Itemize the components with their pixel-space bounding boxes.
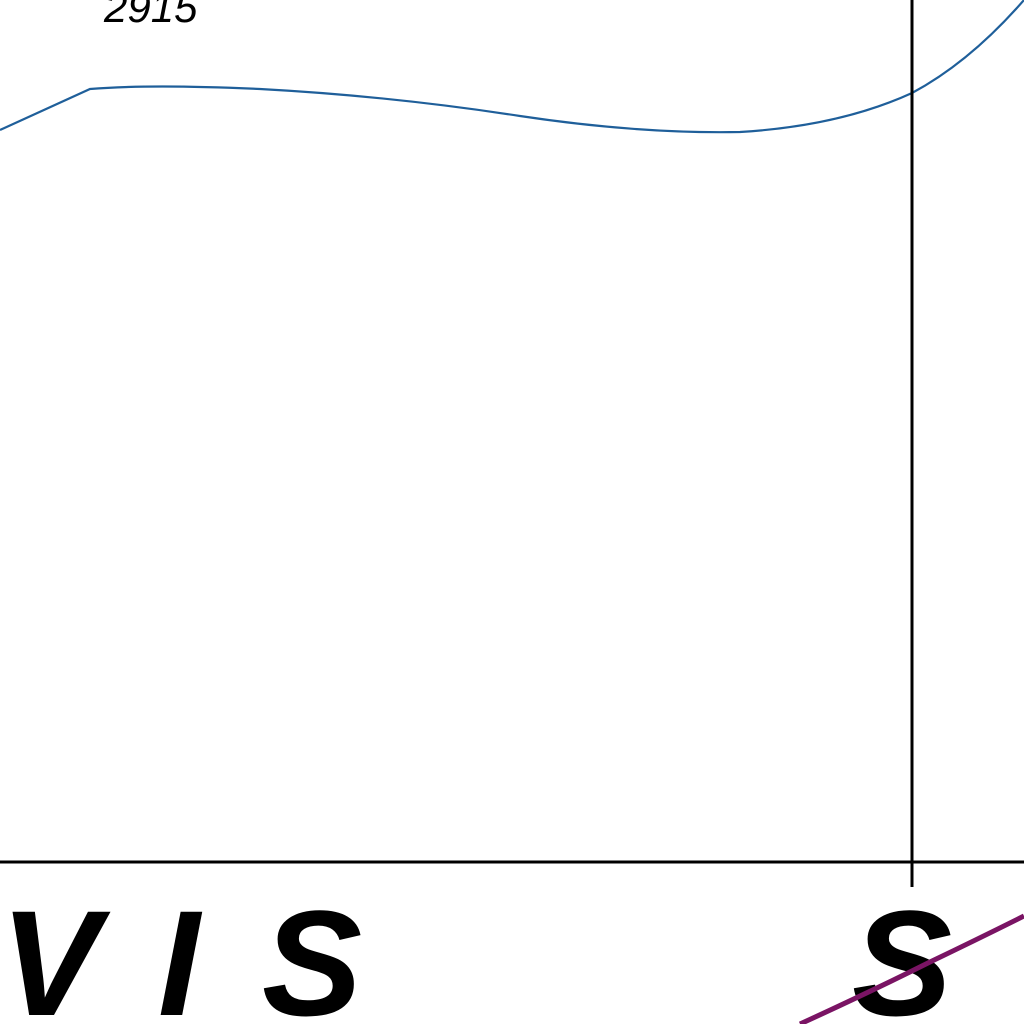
region-label-letter-v: V (0, 879, 111, 1024)
region-label-letter-i: I (158, 879, 203, 1024)
contour-elevation-label: 2915 (103, 0, 198, 31)
road-line (798, 913, 1024, 1024)
region-label-letter-s-right: S (852, 879, 952, 1024)
region-label-letter-s: S (262, 879, 362, 1024)
